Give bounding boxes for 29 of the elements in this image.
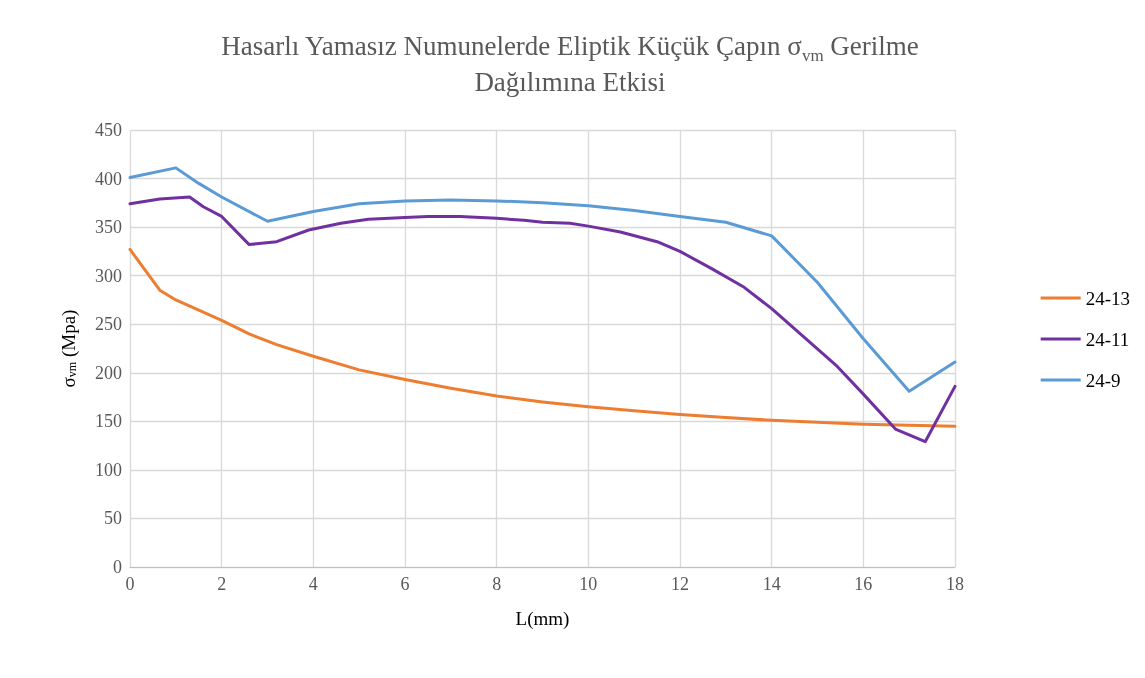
y-tick-label: 200 <box>95 362 122 383</box>
y-tick-label: 450 <box>95 120 122 140</box>
legend-label: 24-11 <box>1085 328 1130 350</box>
x-tick-label: 8 <box>492 574 502 594</box>
y-tick-label: 100 <box>95 459 122 480</box>
y-tick-label: 0 <box>113 557 122 577</box>
x-tick-label: 12 <box>671 574 689 594</box>
y-tick-label: 150 <box>95 411 122 432</box>
y-tick-label: 50 <box>104 508 122 529</box>
x-tick-label: 4 <box>308 574 318 594</box>
line-series <box>128 195 957 444</box>
line-series <box>128 166 957 393</box>
x-tick-label: 18 <box>946 574 964 594</box>
legend-label: 24-9 <box>1085 369 1121 391</box>
x-tick-label: 10 <box>579 574 598 594</box>
y-tick-label: 350 <box>95 217 122 238</box>
chart-title: Hasarlı Yamasız Numunelerde Eliptik Küçük Çapın σ$_{vm}$ Gerilme Dağılımına Etkisi <box>221 31 919 97</box>
y-tick-label: 400 <box>95 168 122 189</box>
legend-label: 24-13 <box>1085 287 1130 309</box>
y-tick-label: 250 <box>95 314 122 335</box>
line-series <box>128 247 957 428</box>
x-tick-label: 0 <box>125 574 135 594</box>
x-tick-label: 16 <box>854 574 873 594</box>
x-tick-label: 6 <box>400 574 410 594</box>
x-tick-label: 2 <box>217 574 227 594</box>
y-tick-label: 300 <box>95 265 122 286</box>
y-axis-title: σvm (Mpa) <box>58 309 80 388</box>
x-tick-label: 14 <box>762 574 781 594</box>
x-axis-title: L(mm) <box>515 608 570 630</box>
